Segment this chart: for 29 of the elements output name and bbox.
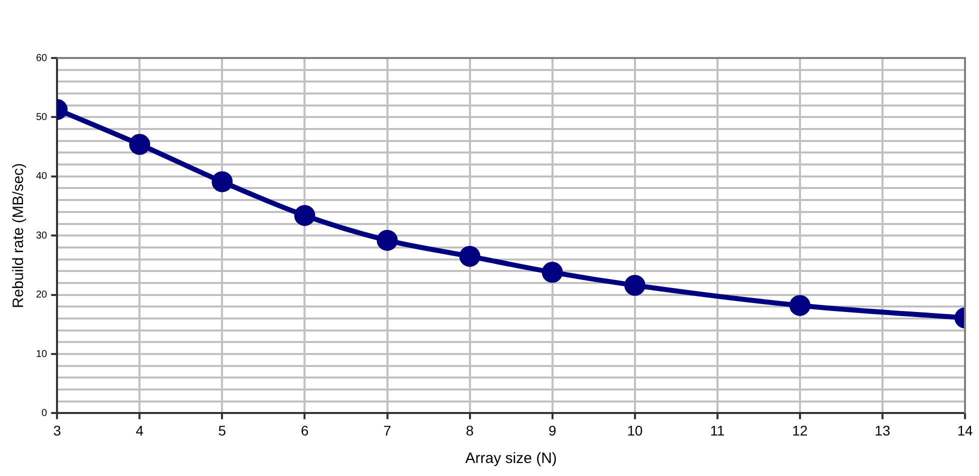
point <box>459 246 480 267</box>
y-tick-label: 50 <box>36 112 48 123</box>
x-tick-label: 10 <box>627 422 643 438</box>
x-tick-label: 7 <box>383 422 392 438</box>
x-axis-title: Array size (N) <box>465 450 557 468</box>
x-tick-label: 13 <box>874 422 890 438</box>
y-tick-label: 40 <box>36 171 48 182</box>
point <box>376 230 398 251</box>
x-tick-label: 11 <box>710 422 725 438</box>
point <box>212 171 233 192</box>
y-tick-label: 10 <box>36 348 48 360</box>
point <box>542 262 563 283</box>
point <box>294 204 316 226</box>
x-tick-label: 8 <box>466 422 474 438</box>
point <box>129 134 150 155</box>
x-tick-label: 14 <box>957 422 973 438</box>
x-tick-label: 5 <box>218 422 226 438</box>
point <box>789 294 810 316</box>
x-tick-label: 12 <box>792 422 808 438</box>
x-tick-label: 9 <box>548 422 556 438</box>
y-tick-label: 30 <box>36 230 48 242</box>
point <box>624 274 646 296</box>
x-tick-label: 4 <box>136 422 144 438</box>
y-tick-label: 0 <box>42 408 48 419</box>
y-tick-label: 20 <box>36 290 48 301</box>
x-tick-label: 3 <box>53 422 62 438</box>
y-tick-label: 60 <box>36 52 48 64</box>
y-axis-title: Rebuild rate (MB/sec) <box>10 163 28 308</box>
x-tick-label: 6 <box>300 422 309 438</box>
